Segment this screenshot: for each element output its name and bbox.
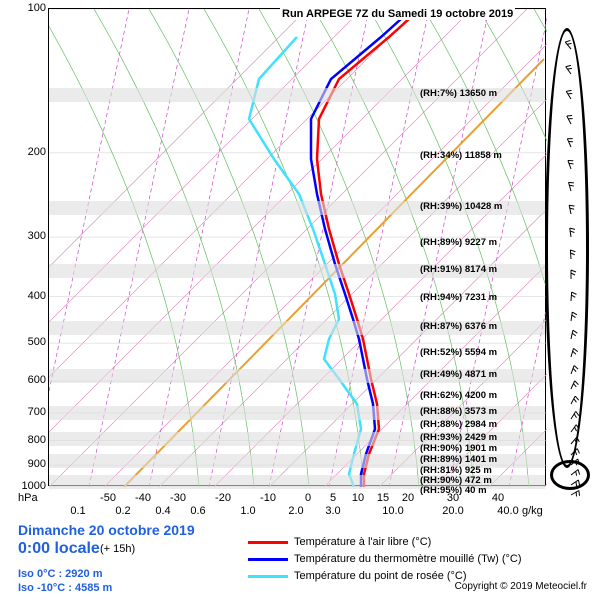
rh-altitude-label: (RH:49%) 4871 m (420, 369, 497, 380)
y-tick-label: 800 (18, 434, 46, 446)
forecast-date: Dimanche 20 octobre 2019 (18, 522, 195, 538)
x-tick-temp: 0 (305, 492, 311, 504)
rh-altitude-label: (RH:91%) 8174 m (420, 264, 497, 275)
iso-10: Iso -10°C : 4585 m (18, 582, 112, 594)
x-tick-mix: 0.4 (155, 505, 170, 517)
rh-altitude-label: (RH:62%) 4200 m (420, 390, 497, 401)
legend-label-air: Température à l'air libre (°C) (294, 536, 431, 548)
x-tick-mix: 0.6 (190, 505, 205, 517)
y-tick-label: 500 (18, 336, 46, 348)
rh-altitude-label: (RH:94%) 7231 m (420, 292, 497, 303)
x-tick-temp: -30 (170, 492, 186, 504)
rh-altitude-label: (RH:87%) 6376 m (420, 321, 497, 332)
y-tick-label: 300 (18, 230, 46, 242)
x-tick-temp: 40 (492, 492, 504, 504)
chart-title: Run ARPEGE 7Z du Samedi 19 octobre 2019 (280, 8, 515, 20)
legend-temp-air: Température à l'air libre (°C) (248, 536, 431, 548)
rh-altitude-label: (RH:89%) 1401 m (420, 454, 497, 465)
y-tick-label: 400 (18, 290, 46, 302)
y-tick-label: 200 (18, 146, 46, 158)
rh-altitude-label: (RH:34%) 11858 m (420, 150, 502, 161)
x-tick-mix: 10.0 (382, 505, 403, 517)
y-tick-label: 700 (18, 406, 46, 418)
x-tick-mix: 0.2 (115, 505, 130, 517)
legend-temp-wet: Température du thermomètre mouillé (Tw) … (248, 553, 522, 565)
x-tick-mix: 40.0 (497, 505, 518, 517)
x-tick-temp: -20 (215, 492, 231, 504)
rh-altitude-label: (RH:88%) 3573 m (420, 406, 497, 417)
x-tick-mix: 0.1 (70, 505, 85, 517)
y-unit: hPa (18, 492, 38, 504)
rh-altitude-label: (RH:90%) 1901 m (420, 443, 497, 454)
x-tick-temp: 15 (377, 492, 389, 504)
x-tick-mix: 3.0 (325, 505, 340, 517)
x-tick-temp: 10 (352, 492, 364, 504)
rh-altitude-label: (RH:88%) 2984 m (420, 419, 497, 430)
x-tick-temp: -10 (260, 492, 276, 504)
x-tick-mix: 2.0 (288, 505, 303, 517)
legend-swatch-cyan (248, 575, 288, 578)
legend-swatch-red (248, 541, 288, 544)
y-tick-label: 600 (18, 374, 46, 386)
rh-altitude-label: (RH:52%) 5594 m (420, 347, 497, 358)
legend-temp-dew: Température du point de rosée (°C) (248, 570, 467, 582)
y-tick-label: 100 (18, 2, 46, 14)
rh-altitude-label: (RH:95%) 40 m (420, 485, 487, 496)
forecast-offset: (+ 15h) (100, 543, 135, 555)
x-tick-mix: 1.0 (240, 505, 255, 517)
x-unit: g/kg (522, 505, 543, 517)
rh-altitude-label: (RH:93%) 2429 m (420, 432, 497, 443)
x-tick-temp: -50 (100, 492, 116, 504)
rh-altitude-label: (RH:7%) 13650 m (420, 88, 497, 99)
legend-label-wet: Température du thermomètre mouillé (Tw) … (294, 553, 522, 565)
x-tick-mix: 20.0 (442, 505, 463, 517)
annotation-ellipse-main (545, 28, 589, 468)
x-tick-temp: 5 (330, 492, 336, 504)
rh-altitude-label: (RH:89%) 9227 m (420, 237, 497, 248)
legend-label-dew: Température du point de rosée (°C) (294, 570, 467, 582)
x-tick-temp: 20 (402, 492, 414, 504)
rh-altitude-label: (RH:39%) 10428 m (420, 201, 502, 212)
skew-t-chart: Run ARPEGE 7Z du Samedi 19 octobre 2019 … (0, 0, 595, 596)
x-tick-temp: -40 (135, 492, 151, 504)
y-tick-label: 900 (18, 458, 46, 470)
y-tick-label: 1000 (18, 480, 46, 492)
copyright: Copyright © 2019 Meteociel.fr (455, 581, 587, 592)
iso-0: Iso 0°C : 2920 m (18, 568, 103, 580)
annotation-ellipse-bottom (550, 460, 590, 490)
forecast-time: 0:00 locale (18, 540, 100, 558)
legend-swatch-blue (248, 558, 288, 561)
